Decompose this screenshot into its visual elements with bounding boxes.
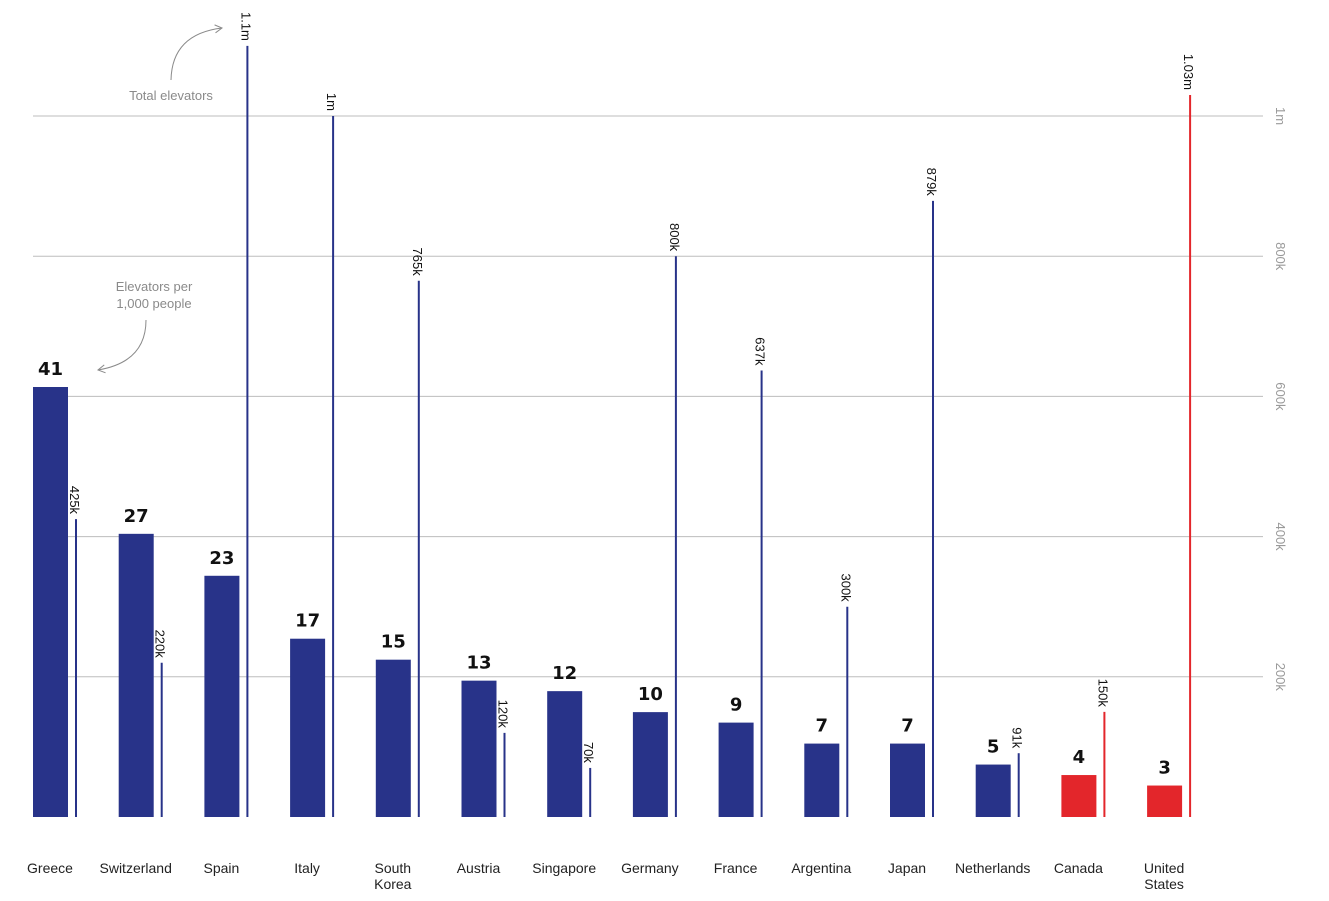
y-tick-label: 200k bbox=[1273, 663, 1288, 692]
y-tick-label: 400k bbox=[1273, 522, 1288, 551]
bar-per-capita bbox=[718, 722, 754, 817]
category-label: Netherlands bbox=[955, 860, 1031, 876]
category-label: Germany bbox=[621, 860, 679, 876]
category-label: Austria bbox=[457, 860, 501, 876]
total-value-label: 220k bbox=[153, 630, 168, 659]
bar-per-capita bbox=[975, 764, 1011, 817]
bar-value-label: 23 bbox=[209, 548, 234, 569]
bar-per-capita bbox=[375, 659, 411, 817]
bar-value-label: 10 bbox=[638, 684, 663, 705]
bar-value-label: 4 bbox=[1073, 747, 1086, 768]
bar-value-label: 17 bbox=[295, 611, 320, 632]
category-label: Switzerland bbox=[100, 860, 172, 876]
y-tick-label: 1m bbox=[1273, 107, 1288, 125]
total-value-label: 150k bbox=[1095, 679, 1110, 708]
category-label: Canada bbox=[1054, 860, 1103, 876]
bar-per-capita bbox=[118, 533, 154, 817]
bar-per-capita bbox=[290, 638, 326, 817]
bar-per-capita bbox=[804, 743, 840, 817]
total-value-label: 300k bbox=[838, 573, 853, 602]
category-label: Greece bbox=[27, 860, 73, 876]
bar-per-capita bbox=[547, 691, 583, 817]
total-value-label: 1m bbox=[324, 93, 339, 111]
bar-value-label: 3 bbox=[1158, 758, 1171, 779]
bar-per-capita bbox=[890, 743, 925, 817]
bar-value-label: 12 bbox=[552, 663, 577, 684]
total-value-label: 765k bbox=[410, 248, 425, 277]
bar-value-label: 7 bbox=[901, 716, 914, 737]
total-value-label: 425k bbox=[67, 486, 82, 515]
annotation-per-capita-line-1: Elevators per bbox=[116, 279, 193, 294]
category-label: France bbox=[714, 860, 758, 876]
total-value-label: 120k bbox=[496, 700, 511, 729]
bar-value-label: 15 bbox=[381, 632, 406, 653]
category-label: Italy bbox=[294, 860, 320, 876]
annotations: Total elevators Elevators per 1,000 peop… bbox=[97, 24, 224, 374]
category-label: Japan bbox=[888, 860, 926, 876]
bar-value-label: 5 bbox=[987, 737, 1000, 758]
annotation-arrow-per-capita bbox=[97, 319, 147, 374]
bar-per-capita bbox=[33, 387, 68, 817]
total-value-label: 1.03m bbox=[1181, 54, 1196, 90]
bar-per-capita bbox=[1061, 775, 1097, 817]
annotation-per-capita-line-2: 1,000 people bbox=[116, 296, 191, 311]
total-value-label: 637k bbox=[753, 337, 768, 366]
bar-per-capita bbox=[204, 575, 240, 817]
category-label: Argentina bbox=[791, 860, 851, 876]
total-value-label: 70k bbox=[581, 742, 596, 763]
total-value-label: 1.1m bbox=[238, 12, 253, 41]
bar-value-label: 41 bbox=[38, 359, 63, 380]
total-value-label: 800k bbox=[667, 223, 682, 252]
bar-value-label: 7 bbox=[816, 716, 829, 737]
category-label: United States bbox=[1144, 860, 1184, 892]
annotation-total-elevators: Total elevators bbox=[129, 88, 213, 103]
category-label: Singapore bbox=[532, 860, 596, 876]
bar-value-label: 9 bbox=[730, 695, 743, 716]
category-label: South Korea bbox=[374, 860, 412, 892]
bar-value-label: 13 bbox=[466, 653, 491, 674]
bar-value-label: 27 bbox=[124, 506, 149, 527]
total-value-label: 91k bbox=[1010, 727, 1025, 748]
bar-per-capita bbox=[632, 712, 668, 817]
total-value-label: 879k bbox=[924, 168, 939, 197]
annotation-arrow-total bbox=[170, 24, 224, 81]
grid bbox=[33, 115, 1263, 678]
y-tick-label: 800k bbox=[1273, 242, 1288, 271]
y-tick-label: 600k bbox=[1273, 382, 1288, 411]
chart-marks bbox=[33, 45, 1192, 817]
category-label: Spain bbox=[203, 860, 239, 876]
bar-per-capita bbox=[461, 680, 497, 817]
bar-per-capita bbox=[1147, 785, 1183, 817]
chart-labels: 200k 400k 600k 800k 1m 41 425k Greece 27 220k Swit… bbox=[27, 12, 1288, 892]
